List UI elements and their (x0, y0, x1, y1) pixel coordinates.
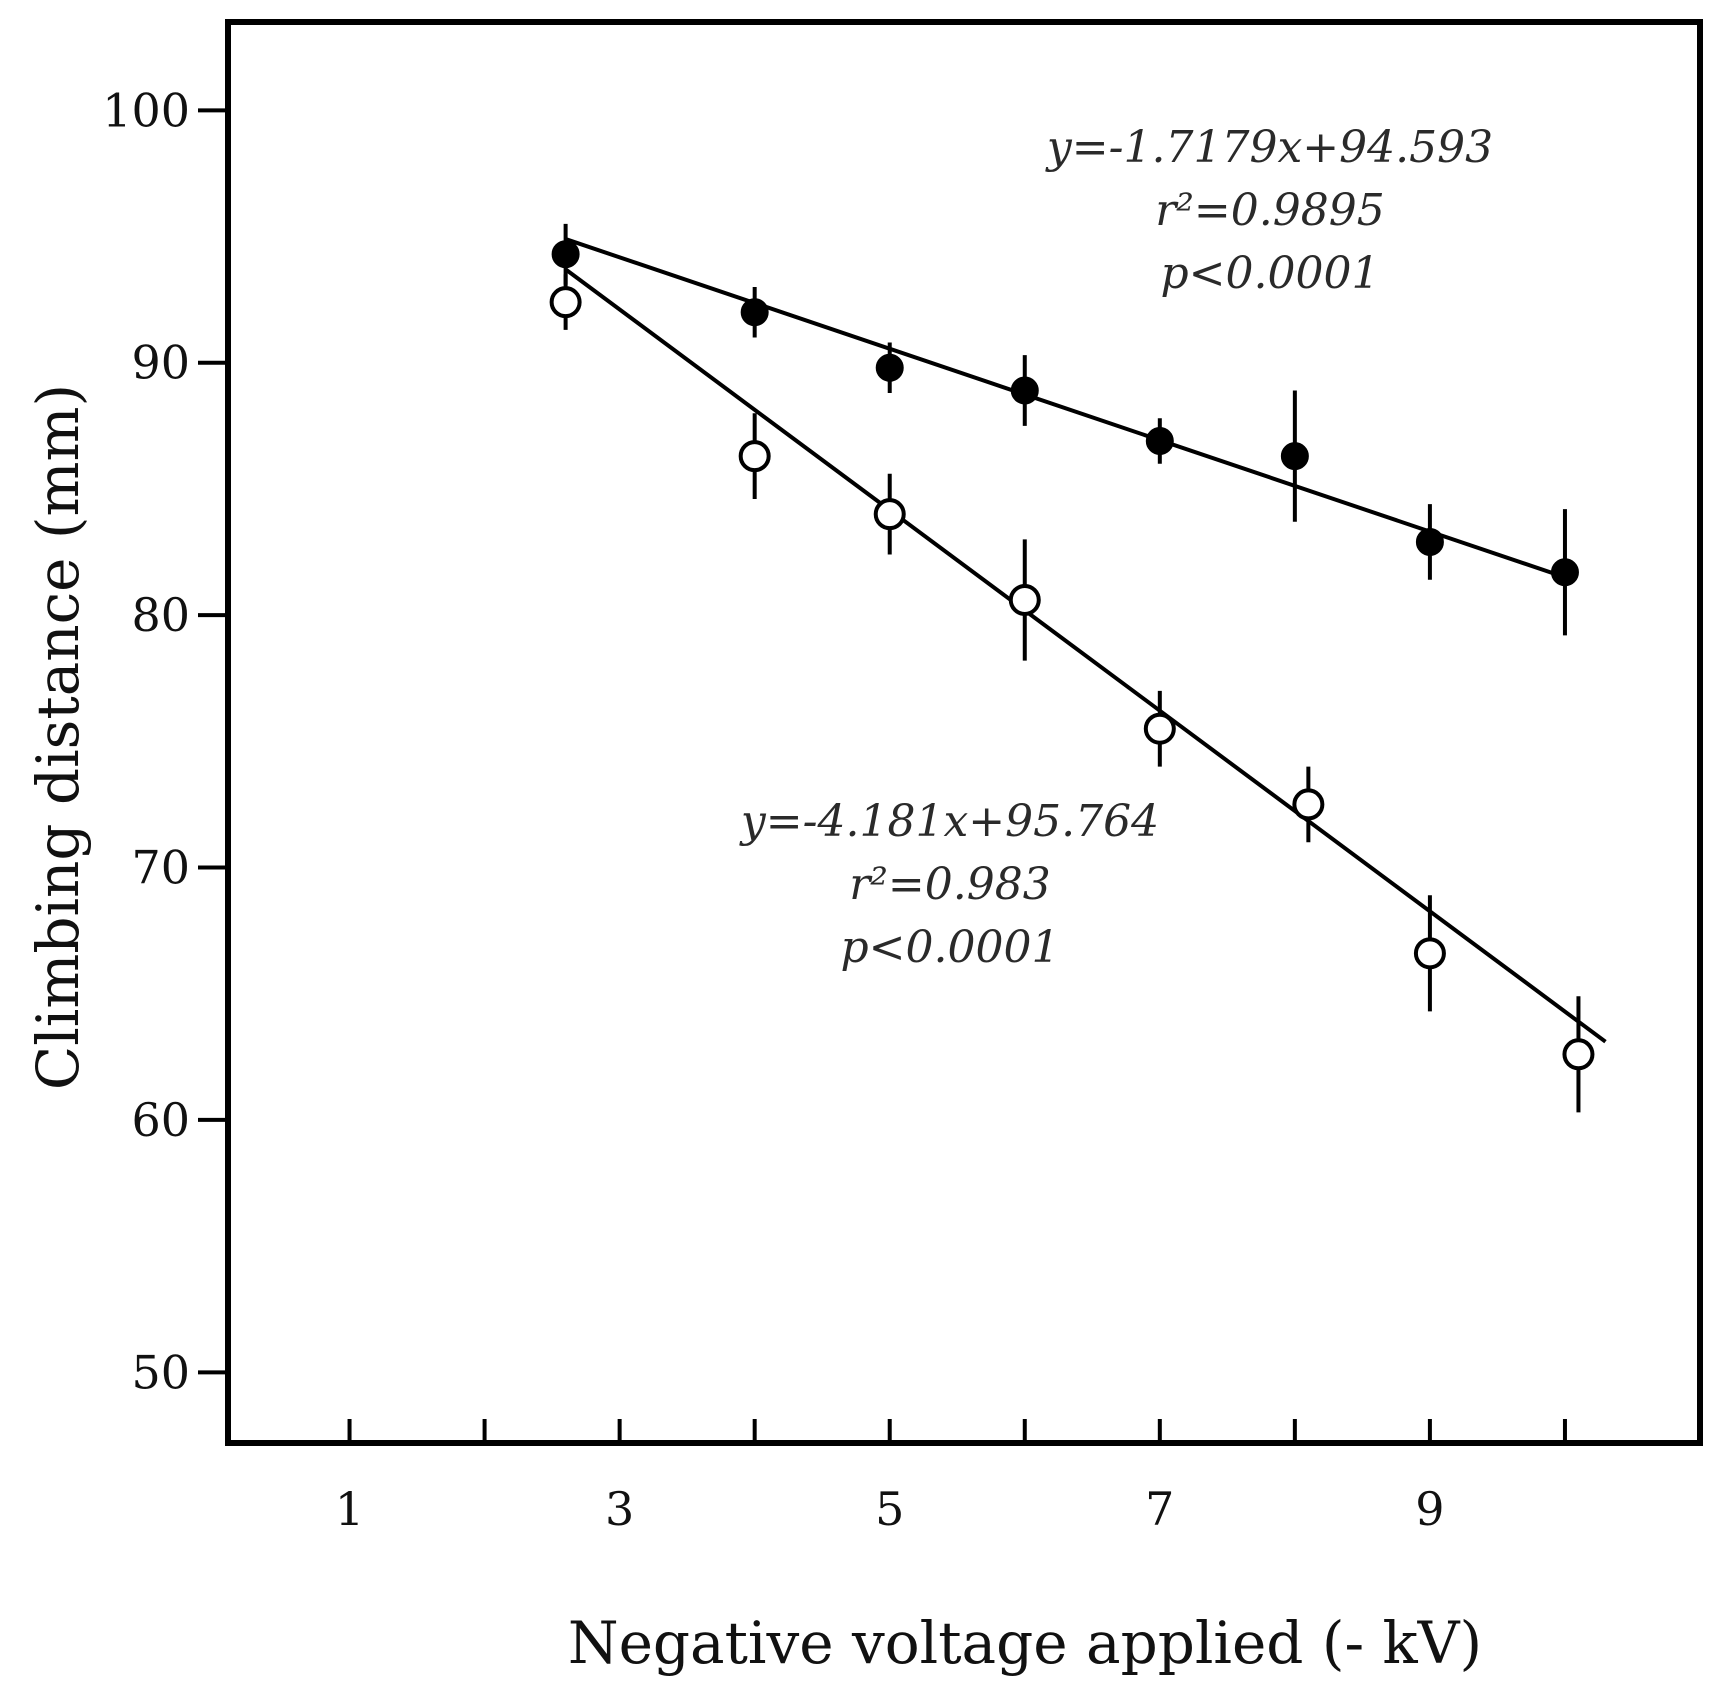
x-tick-label: 1 (335, 1482, 364, 1536)
open-point (1413, 937, 1446, 970)
x-tick-label: 7 (1145, 1482, 1174, 1536)
filled-fit-line (564, 237, 1566, 580)
plot-frame (225, 19, 1703, 1446)
filled-point (551, 240, 580, 269)
filled-eq-line2: r²=0.9895 (1155, 185, 1385, 236)
y-tick-label: 90 (131, 336, 190, 390)
open-point (1143, 712, 1176, 745)
filled-point (1145, 426, 1174, 455)
open-point (549, 286, 582, 319)
x-tick-label: 3 (605, 1482, 634, 1536)
open-fit-line (564, 267, 1607, 1044)
fit-lines (564, 237, 1607, 1044)
filled-point (1010, 376, 1039, 405)
open-eq-line1: y=-4.181x+95.764 (739, 796, 1159, 847)
open-point (1562, 1038, 1595, 1071)
filled-point (1550, 558, 1579, 587)
x-tick-label: 5 (875, 1482, 904, 1536)
y-tick-label: 70 (131, 841, 190, 895)
x-axis-title: Negative voltage applied (- kV) (568, 1609, 1482, 1677)
filled-point (1280, 442, 1309, 471)
open-point (1008, 583, 1041, 616)
open-eq-line2: r²=0.983 (849, 859, 1051, 910)
y-axis-title: Climbing distance (mm) (24, 384, 92, 1090)
filled-point (740, 298, 769, 327)
filled-point (875, 353, 904, 382)
x-axis: 1 3 5 7 9 (335, 1419, 1567, 1536)
open-point (873, 498, 906, 531)
open-point (1292, 788, 1325, 821)
y-tick-label: 60 (131, 1093, 190, 1147)
x-tick-label: 9 (1415, 1482, 1444, 1536)
y-tick-label: 80 (131, 588, 190, 642)
open-eq-line3: p<0.0001 (841, 922, 1060, 973)
y-tick-label: 50 (131, 1345, 190, 1399)
filled-point (1415, 527, 1444, 556)
data-points (549, 223, 1595, 1113)
filled-eq-line1: y=-1.7179x+94.593 (1045, 122, 1493, 173)
open-point (738, 440, 771, 473)
filled-eq-line3: p<0.0001 (1161, 248, 1380, 299)
y-axis: 50 60 70 80 90 100 (102, 83, 228, 1399)
y-tick-label: 100 (102, 83, 190, 137)
